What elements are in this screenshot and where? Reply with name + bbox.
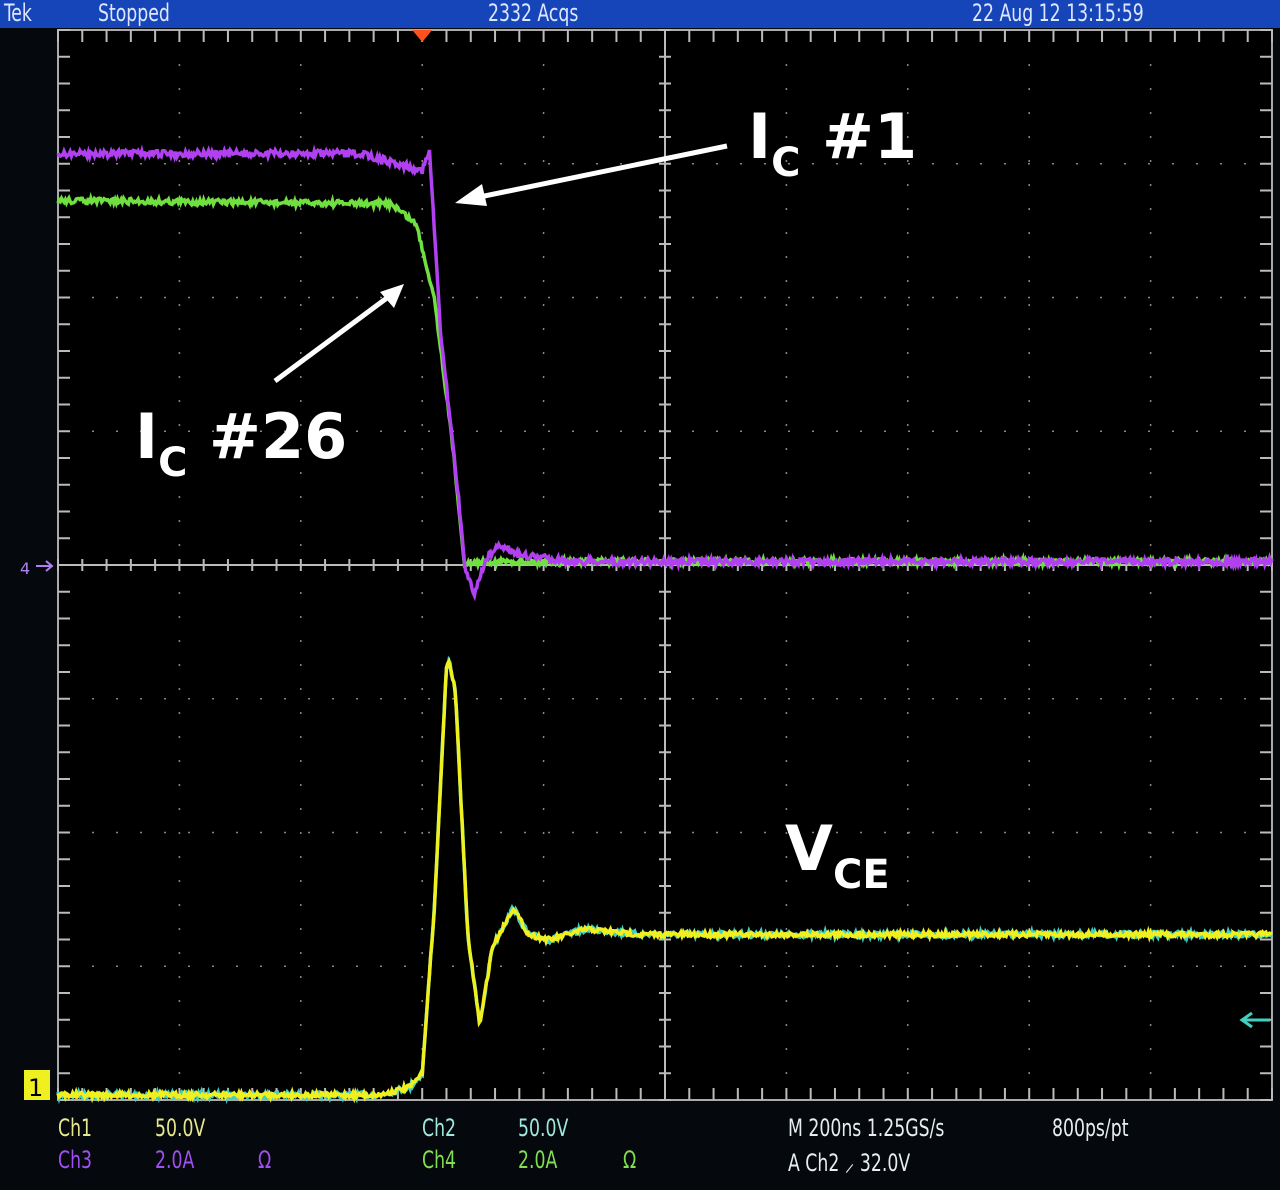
- brand: Tek: [4, 0, 32, 27]
- vce-ch1-trace: [56, 656, 1273, 1104]
- acq-count: 2332 Acqs: [488, 0, 579, 27]
- ic1-arrow-line: [464, 143, 728, 203]
- ch1-label: Ch1: [58, 1114, 93, 1142]
- timebase: M 200ns 1.25GS/s: [788, 1114, 945, 1142]
- trigger-position-marker: [412, 30, 433, 42]
- ch2-label: Ch2: [422, 1114, 457, 1142]
- ic1-trace: [56, 144, 1274, 602]
- sample-resolution: 800ps/pt: [1052, 1114, 1129, 1142]
- ch1-ground-label: 1: [28, 1074, 43, 1102]
- ch2-scale: 50.0V: [518, 1114, 569, 1142]
- current-ground-arrow-icon: [36, 560, 54, 572]
- ch4-termination: Ω: [623, 1146, 637, 1174]
- annotation-ic1: IC #1: [748, 100, 918, 186]
- ch4-label: Ch4: [422, 1146, 457, 1174]
- ch4-scale: 2.0A: [518, 1146, 558, 1174]
- ch3-termination: Ω: [258, 1146, 272, 1174]
- ch1-ground-marker: [24, 1070, 50, 1100]
- trigger-level-arrow-icon: [1239, 1011, 1270, 1029]
- status-bar: Tek Stopped 2332 Acqs 22 Aug 12 13:15:59: [0, 0, 1280, 28]
- ic26-arrow-line: [273, 289, 397, 384]
- current-ground-label: 4: [20, 559, 30, 578]
- datetime: 22 Aug 12 13:15:59: [972, 0, 1144, 27]
- ic26-arrow-head-icon: [380, 284, 404, 308]
- ch3-scale: 2.0A: [155, 1146, 195, 1174]
- ic1-arrow-head-icon: [455, 184, 487, 206]
- annotation-vce: VCE: [785, 812, 890, 898]
- trigger-readout: A Ch2 ⸝ 32.0V: [788, 1149, 911, 1177]
- ch1-scale: 50.0V: [155, 1114, 206, 1142]
- annotation-ic26: IC #26: [135, 400, 348, 486]
- acq-state: Stopped: [98, 0, 170, 27]
- ch3-label: Ch3: [58, 1146, 93, 1174]
